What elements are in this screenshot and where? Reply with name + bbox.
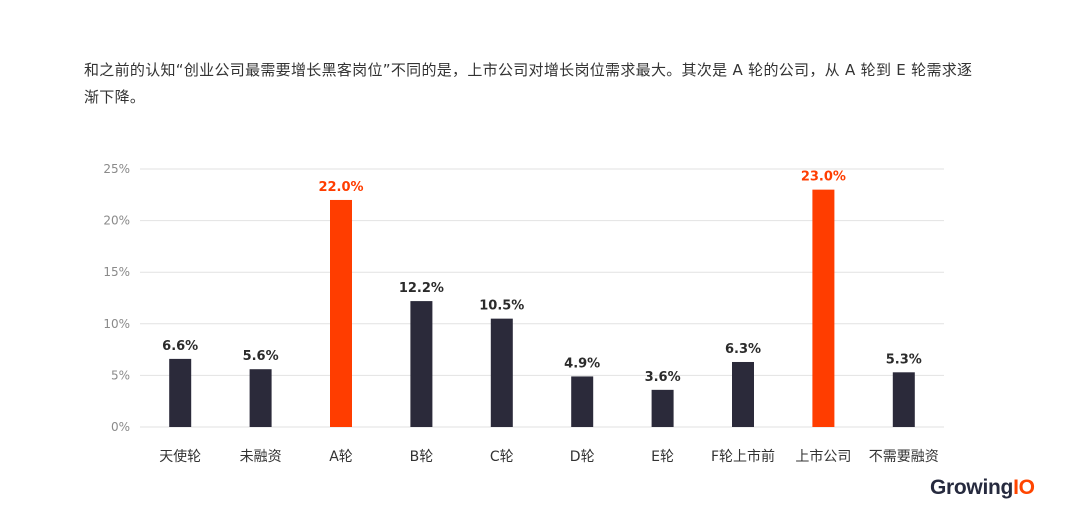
y-tick-label: 10% xyxy=(103,317,130,331)
bar xyxy=(330,199,352,427)
x-tick-label: C轮 xyxy=(490,449,514,465)
bar xyxy=(812,189,835,427)
y-axis-ticks: 0% 5% 10% 15% 20% 25% xyxy=(103,162,130,434)
x-tick-label: F轮上市前 xyxy=(711,448,775,465)
bar-value-label: 23.0% xyxy=(801,170,846,185)
bar-value-label: 5.6% xyxy=(243,349,279,364)
x-tick-label: A轮 xyxy=(329,449,353,465)
bar-value-label: 3.6% xyxy=(645,370,681,385)
chart-description: 和之前的认知“创业公司最需要增长黑客岗位”不同的是，上市公司对增长岗位需求最大。… xyxy=(84,61,973,106)
x-tick-label: B轮 xyxy=(410,449,434,465)
gridlines xyxy=(140,168,944,428)
y-tick-label: 0% xyxy=(111,420,130,434)
x-tick-label: 不需要融资 xyxy=(869,449,939,465)
y-tick-label: 20% xyxy=(103,214,130,228)
bar xyxy=(732,361,754,427)
x-tick-label: 上市公司 xyxy=(795,448,851,465)
bar-value-label: 5.3% xyxy=(886,352,922,367)
y-tick-label: 15% xyxy=(103,265,130,279)
bar xyxy=(169,358,192,427)
bar xyxy=(571,376,594,427)
bar xyxy=(410,301,433,427)
y-tick-label: 5% xyxy=(111,368,130,382)
bar-value-label: 6.6% xyxy=(162,339,198,354)
bar xyxy=(490,318,513,427)
bar-value-label: 10.5% xyxy=(479,299,524,314)
bar xyxy=(249,369,272,427)
bar-value-label: 4.9% xyxy=(564,356,600,371)
y-tick-label: 25% xyxy=(103,162,130,176)
x-tick-label: 未融资 xyxy=(240,449,282,465)
bar-value-label: 12.2% xyxy=(399,281,444,296)
value-labels: 6.6% 5.6% 22.0% 12.2% 10.5% 4.9% 3.6% 6.3% 23.0%… xyxy=(162,170,922,385)
bar xyxy=(651,389,674,427)
bar-value-label: 6.3% xyxy=(725,342,761,357)
x-axis-labels: 天使轮 未融资 A轮 B轮 C轮 D轮 E轮 F轮上市前 上市公司 不需要融资 xyxy=(159,448,939,465)
x-tick-label: 天使轮 xyxy=(159,448,201,465)
growingio-logo: GrowingIO xyxy=(930,476,1035,499)
x-tick-label: D轮 xyxy=(570,449,595,465)
bar xyxy=(892,372,915,427)
x-tick-label: E轮 xyxy=(651,449,674,465)
bars xyxy=(169,189,915,427)
bar-value-label: 22.0% xyxy=(318,180,363,195)
